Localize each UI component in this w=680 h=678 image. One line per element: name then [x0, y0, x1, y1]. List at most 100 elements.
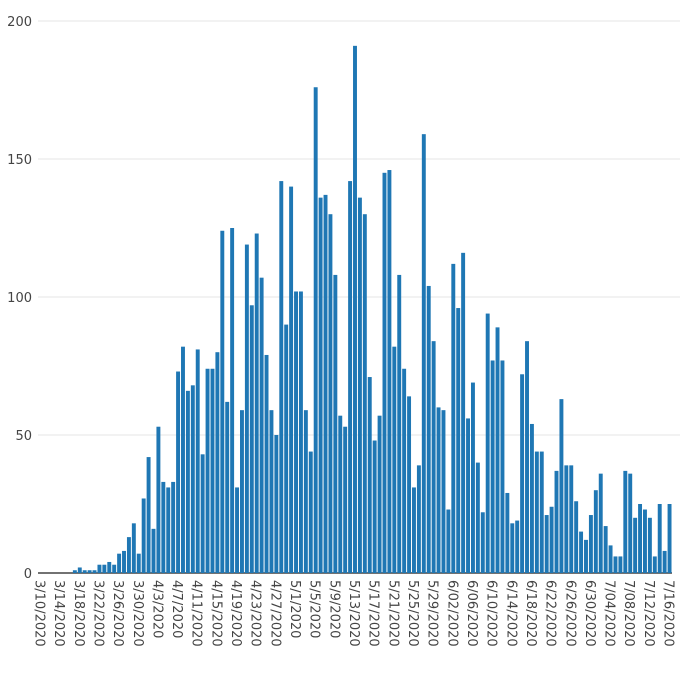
x-tick-label: 4/11/2020 [189, 580, 204, 647]
bar [431, 341, 436, 573]
bar [598, 473, 603, 573]
bar [225, 401, 230, 573]
bar [117, 553, 122, 573]
bar [72, 570, 77, 573]
bar [343, 426, 348, 573]
bar [348, 181, 353, 573]
bar [456, 308, 461, 573]
bar [136, 553, 141, 573]
y-tick-label: 200 [7, 15, 32, 30]
bar [298, 291, 303, 573]
bar [367, 377, 372, 573]
bar [402, 368, 407, 573]
bar [525, 341, 529, 573]
bar [520, 374, 525, 573]
bar [112, 564, 117, 573]
bar [480, 512, 485, 573]
bar [397, 274, 402, 573]
bar [475, 462, 480, 573]
bar [82, 570, 87, 573]
bar [235, 487, 240, 573]
bar [574, 501, 579, 573]
x-tick-label: 4/19/2020 [228, 580, 243, 647]
bar [495, 327, 500, 573]
bar [593, 490, 598, 573]
x-tick-label: 5/13/2020 [346, 580, 361, 647]
bar [485, 313, 490, 573]
bar [185, 390, 190, 573]
bar [377, 415, 382, 573]
bar [539, 451, 544, 573]
bars [72, 45, 672, 574]
x-tick-label: 5/9/2020 [326, 580, 341, 638]
bar [294, 291, 298, 573]
bar [603, 526, 608, 573]
bar [141, 498, 146, 573]
bar [171, 481, 176, 573]
bar [529, 423, 534, 573]
bar [77, 567, 82, 573]
bar [662, 550, 667, 573]
y-axis: 0 50 100 150 200 [7, 15, 32, 582]
bar [633, 517, 638, 573]
bar [470, 382, 475, 573]
x-axis: 3/10/2020 3/14/2020 3/18/2020 3/22/2020 3/26… [31, 580, 675, 647]
bar [569, 465, 574, 573]
bar [166, 487, 171, 573]
x-tick-label: 3/10/2020 [31, 580, 46, 647]
bar [647, 517, 652, 573]
x-tick-label: 5/21/2020 [385, 580, 400, 647]
bar [554, 470, 559, 573]
x-tick-label: 4/7/2020 [169, 580, 184, 638]
bar [446, 509, 451, 573]
x-tick-label: 3/14/2020 [51, 580, 66, 647]
bar [240, 410, 244, 573]
bar [618, 556, 623, 573]
bar [500, 360, 505, 573]
bar [357, 197, 362, 573]
bar [652, 556, 657, 573]
bar [195, 349, 200, 573]
bar [230, 228, 235, 573]
bar [421, 134, 426, 573]
x-tick-label: 3/30/2020 [130, 580, 145, 647]
bar [308, 451, 313, 573]
x-tick-label: 6/30/2020 [582, 580, 597, 647]
bar [151, 528, 156, 573]
x-tick-label: 6/26/2020 [562, 580, 577, 647]
bar [220, 230, 225, 573]
y-tick-label: 50 [15, 429, 32, 444]
bar [284, 324, 289, 573]
bar [303, 410, 308, 573]
x-tick-label: 6/14/2020 [503, 580, 518, 647]
bar [436, 407, 441, 573]
bar [387, 170, 392, 574]
bar [515, 520, 520, 573]
x-tick-label: 6/22/2020 [543, 580, 558, 647]
bar [338, 415, 343, 573]
bar [584, 539, 588, 573]
bar [628, 473, 633, 573]
x-tick-label: 5/29/2020 [425, 580, 440, 647]
x-tick-label: 7/12/2020 [641, 580, 656, 647]
x-tick-label: 6/10/2020 [484, 580, 499, 647]
bar [643, 509, 647, 573]
bar [323, 194, 328, 573]
bar [259, 277, 264, 573]
x-tick-label: 3/26/2020 [110, 580, 125, 647]
x-tick-label: 6/02/2020 [444, 580, 459, 647]
bar [623, 470, 628, 573]
bar [328, 214, 333, 573]
bar [249, 305, 254, 573]
bar [510, 523, 515, 573]
bar [559, 399, 564, 573]
bar [318, 197, 323, 573]
x-tick-label: 4/27/2020 [267, 580, 282, 647]
bar [362, 214, 367, 573]
bar [426, 285, 431, 573]
bar [200, 454, 205, 573]
bar [244, 244, 249, 573]
x-tick-label: 4/3/2020 [149, 580, 164, 638]
bar [544, 515, 549, 573]
